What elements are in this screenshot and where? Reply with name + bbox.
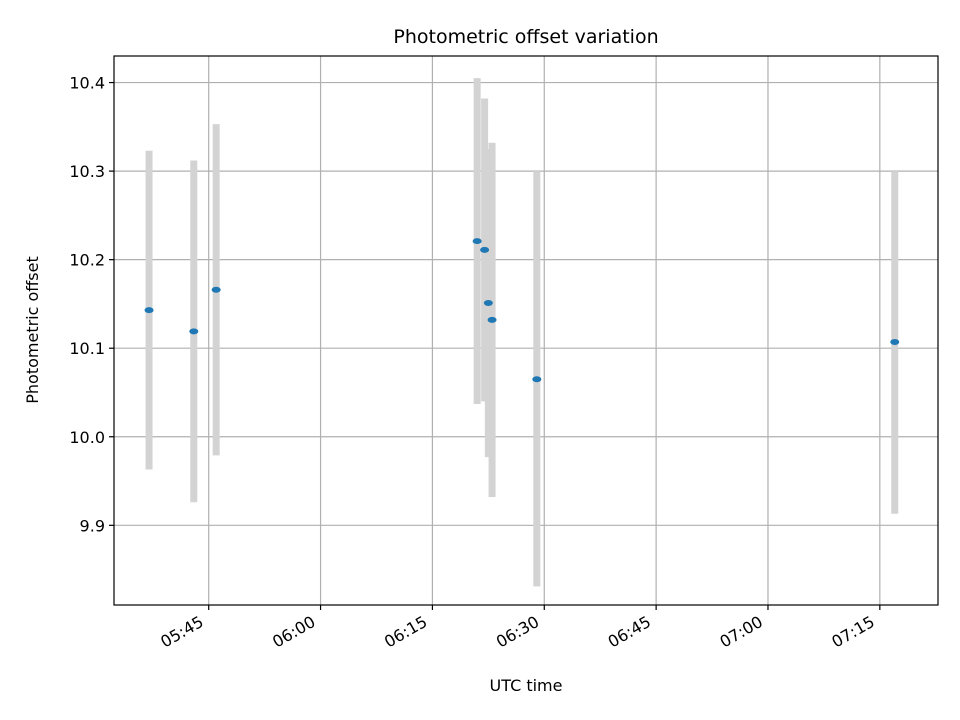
data-point [483, 300, 493, 307]
data-point [532, 376, 542, 383]
y-tick-label: 10.2 [69, 251, 105, 270]
y-axis-ticks: 9.9 10.0 10.1 10.2 10.3 10.4 [69, 74, 114, 535]
y-tick-label: 10.1 [69, 339, 105, 358]
data-point [480, 246, 490, 253]
chart-title: Photometric offset variation [393, 26, 658, 48]
x-axis-label: UTC time [490, 676, 563, 695]
plot-frame [113, 55, 939, 606]
data-point [487, 316, 497, 323]
data-point [890, 339, 900, 346]
y-tick-label: 10.3 [69, 162, 105, 181]
y-tick-label: 9.9 [80, 516, 105, 535]
plot-area [114, 56, 938, 605]
y-axis-label: Photometric offset [23, 256, 42, 404]
grid-lines [114, 56, 938, 605]
y-tick-label: 10.0 [69, 428, 105, 447]
data-point [189, 328, 199, 335]
data-points [144, 238, 900, 383]
data-point [144, 307, 154, 314]
data-point [472, 238, 482, 245]
y-tick-label: 10.4 [69, 74, 105, 93]
data-point [211, 286, 221, 293]
